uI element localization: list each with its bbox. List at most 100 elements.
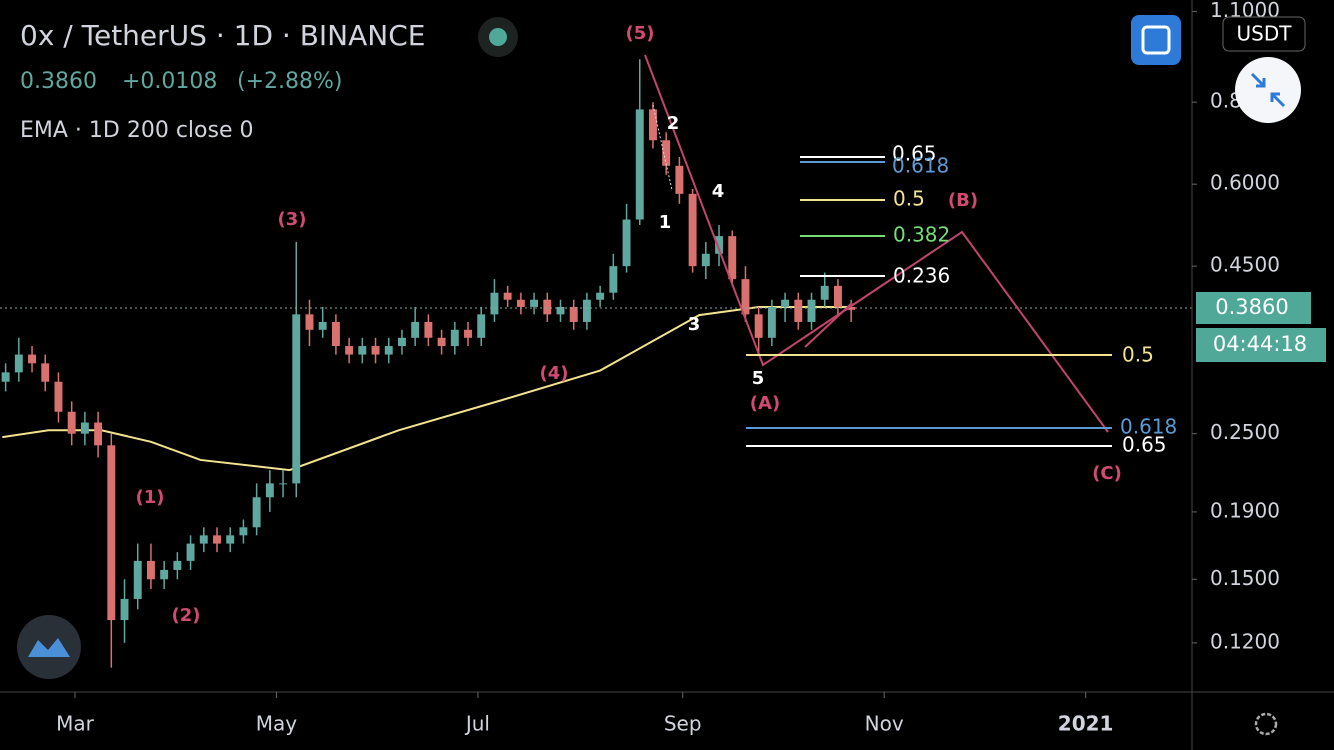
fib-label: 0.65	[892, 142, 937, 166]
subwave-label: 3	[688, 314, 701, 335]
fib-upper	[800, 156, 885, 277]
candle-body	[1, 372, 10, 382]
candle-body	[464, 329, 472, 338]
fib-lower	[746, 354, 1112, 447]
wave-label: (5)	[626, 23, 655, 44]
subwave-label: 1	[659, 212, 672, 233]
candle-body	[186, 543, 195, 561]
candle-body	[213, 535, 221, 544]
subwave-label: 5	[752, 368, 765, 389]
candle-body	[279, 483, 288, 485]
fib-label: 0.382	[893, 223, 950, 247]
collapse-button[interactable]	[1235, 57, 1301, 123]
wave-label: (4)	[540, 363, 569, 384]
settings-button[interactable]	[1254, 712, 1278, 736]
candle-body	[345, 346, 354, 355]
candle-body	[133, 560, 142, 599]
subwave-label: 2	[667, 113, 680, 134]
last-price-badge	[1196, 292, 1311, 324]
candle-body	[781, 299, 790, 307]
candle-body	[807, 299, 816, 322]
candle-body	[767, 306, 776, 338]
candle-body	[358, 346, 367, 355]
y-tick-label: 1.1000	[1210, 0, 1280, 22]
x-tick-label: Nov	[865, 712, 904, 736]
candle-body	[318, 321, 327, 330]
wave-label: (A)	[750, 393, 780, 414]
candle-body	[609, 266, 618, 293]
candle-body	[569, 306, 578, 322]
candle-body	[833, 285, 842, 307]
candle-body	[199, 535, 208, 544]
x-tick-label: Jul	[464, 712, 490, 736]
x-tick-label: Sep	[664, 712, 702, 736]
candle-body	[94, 422, 103, 446]
candle-body	[450, 329, 459, 347]
price: 0.3860	[20, 69, 97, 94]
candle-body	[649, 109, 657, 141]
candle-body	[107, 445, 116, 621]
y-tick-label: 0.2500	[1210, 420, 1280, 444]
ema-layer	[2, 305, 852, 472]
candle-body	[80, 422, 89, 434]
candle-body	[490, 292, 499, 315]
wave-label: (2)	[172, 605, 201, 626]
candle-body	[265, 483, 274, 498]
candle-body	[397, 337, 406, 347]
candle-body	[820, 285, 829, 300]
countdown-label: 04:44:18	[1213, 332, 1307, 356]
candle-body	[424, 321, 433, 338]
candle-body	[14, 354, 23, 373]
candle-body	[556, 306, 565, 315]
x-tick-label: May	[256, 712, 298, 736]
fib-label: 0.5	[893, 187, 925, 211]
currency-button[interactable]	[1222, 16, 1306, 52]
candle-layer	[1, 59, 856, 668]
wave-label: (C)	[1092, 463, 1122, 484]
wave-line	[644, 54, 1109, 433]
candle-body	[292, 314, 301, 484]
y-tick-label: 0.1200	[1210, 629, 1280, 653]
currency-label: USDT	[1237, 22, 1293, 46]
candle-body	[371, 346, 380, 355]
candle-body	[543, 299, 552, 315]
candle-body	[516, 299, 525, 307]
candle-body	[728, 236, 737, 280]
candle-body	[305, 314, 314, 330]
y-tick-label: 0.4500	[1210, 253, 1280, 277]
axis-layer: 1.10000.80000.60000.45000.25000.19000.15…	[56, 0, 1280, 736]
candle-body	[622, 219, 631, 267]
wave-label: (3)	[278, 209, 307, 230]
candle-body	[503, 292, 512, 300]
candle-body	[28, 354, 37, 364]
candle-body	[331, 321, 340, 347]
candle-body	[662, 140, 671, 166]
fib-label: 0.65	[1122, 433, 1167, 457]
logo[interactable]	[17, 615, 81, 679]
fib-label: 0.5	[1122, 343, 1154, 367]
symbol-title: 0x / TetherUS · 1D · BINANCE	[20, 19, 425, 52]
y-tick-label: 0.1500	[1210, 566, 1280, 590]
candle-body	[120, 598, 129, 621]
wave-label: (B)	[948, 190, 978, 211]
logo-icon	[28, 638, 70, 657]
candle-body	[67, 411, 76, 434]
price-change: +0.0108	[122, 69, 217, 94]
ema-line	[2, 305, 852, 472]
candle-body	[477, 314, 486, 338]
price-change-pct: (+2.88%)	[237, 69, 343, 94]
subwave-label: 4	[712, 181, 725, 202]
candle-body	[173, 560, 182, 570]
candle-body	[596, 292, 605, 300]
candle-body	[411, 321, 420, 338]
x-tick-label: 2021	[1058, 712, 1114, 736]
fullscreen-button[interactable]	[1131, 15, 1181, 65]
candle-body	[741, 279, 750, 315]
candle-body	[437, 337, 446, 347]
fib-label: 0.618	[892, 154, 949, 178]
fib-label: 0.618	[1120, 415, 1177, 439]
last-price-label: 0.3860	[1215, 295, 1288, 319]
candle-body	[530, 299, 539, 307]
status-dot	[489, 28, 507, 46]
